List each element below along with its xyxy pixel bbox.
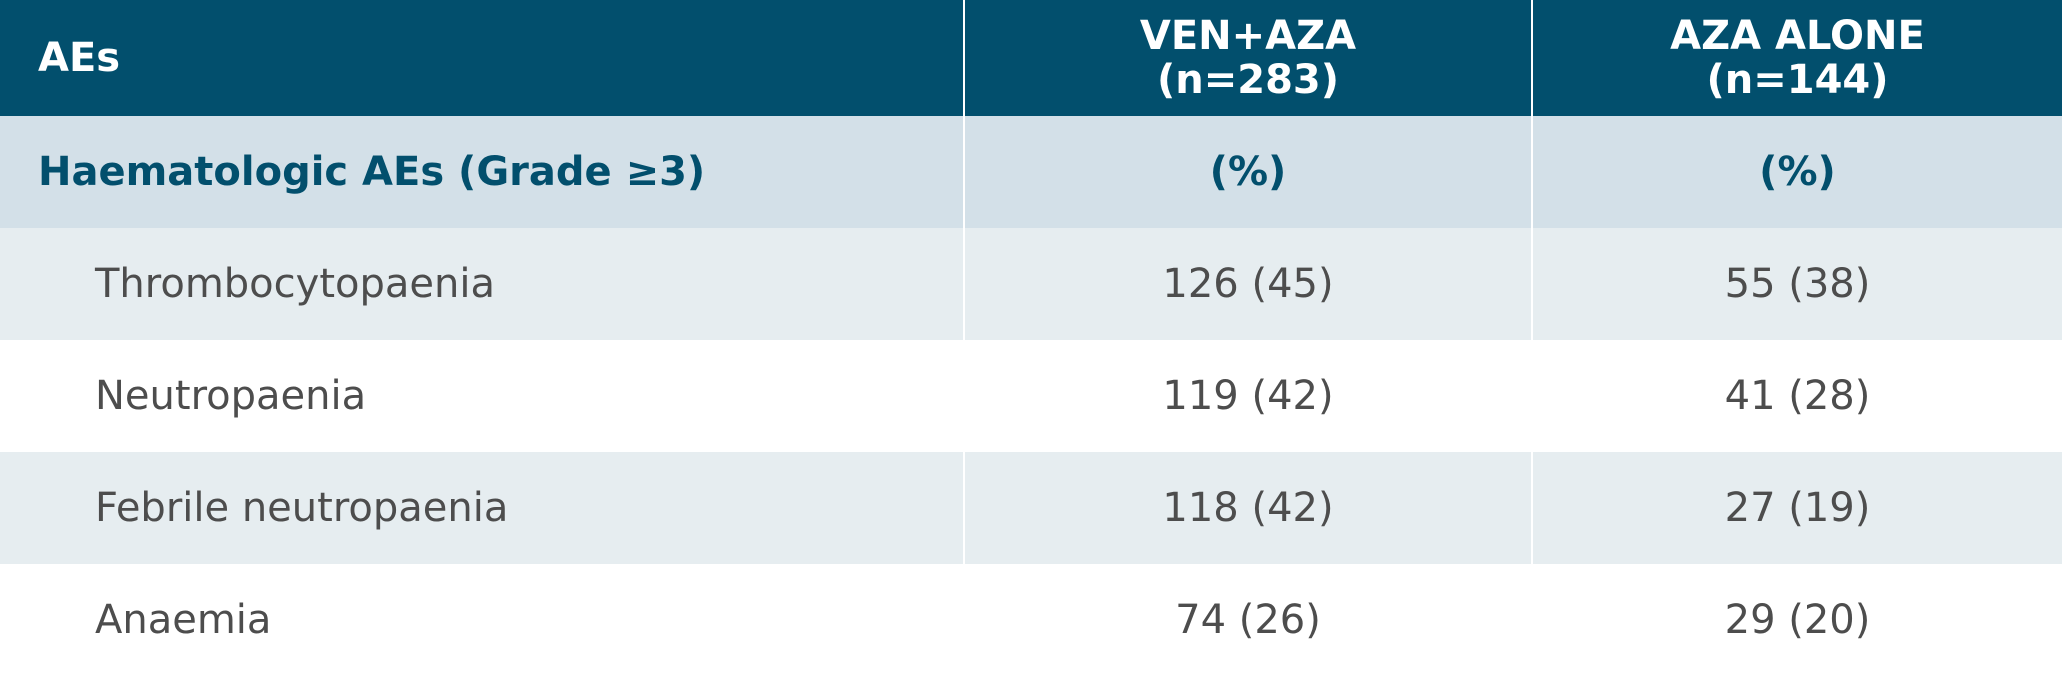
ae-count: 41 (28) <box>1531 340 2062 452</box>
subheader-cell: (%) <box>1531 116 2062 228</box>
ae-count: 74 (26) <box>963 564 1532 676</box>
data-row: Febrile neutropaenia 118 (42) 27 (19) <box>0 452 2062 564</box>
header-cell: VEN+AZA (n=283) <box>963 0 1532 116</box>
header-row: AEs VEN+AZA (n=283) AZA ALONE (n=144) <box>0 0 2062 116</box>
header-cell: AZA ALONE (n=144) <box>1531 0 2062 116</box>
subheader-cell: (%) <box>963 116 1532 228</box>
ae-count: 119 (42) <box>963 340 1532 452</box>
subheader-cell: Haematologic AEs (Grade ≥3) <box>38 149 706 195</box>
ae-count: 55 (38) <box>1531 228 2062 340</box>
table-body: Haematologic AEs (Grade ≥3) (%) (%) Thro… <box>0 116 2062 676</box>
ae-name: Neutropaenia <box>95 373 367 419</box>
data-row: Thrombocytopaenia 126 (45) 55 (38) <box>0 228 2062 340</box>
ae-name: Anaemia <box>95 597 272 643</box>
header-line: VEN+AZA <box>1139 13 1357 59</box>
data-row: Neutropaenia 119 (42) 41 (28) <box>0 340 2062 452</box>
header-cell: AEs <box>38 35 121 81</box>
table-header: AEs VEN+AZA (n=283) AZA ALONE (n=144) <box>0 0 2062 116</box>
header-line: (n=144) <box>1706 57 1889 103</box>
data-row: Anaemia 74 (26) 29 (20) <box>0 564 2062 676</box>
header-line: AZA ALONE <box>1670 13 1925 59</box>
ae-count: 118 (42) <box>963 452 1532 564</box>
header-line: (n=283) <box>1156 57 1340 103</box>
ae-name: Febrile neutropaenia <box>95 485 509 531</box>
ae-count: 27 (19) <box>1531 452 2062 564</box>
subheader-row: Haematologic AEs (Grade ≥3) (%) (%) <box>0 116 2062 228</box>
ae-count: 126 (45) <box>963 228 1532 340</box>
ae-name: Thrombocytopaenia <box>95 261 495 307</box>
ae-count: 29 (20) <box>1531 564 2062 676</box>
